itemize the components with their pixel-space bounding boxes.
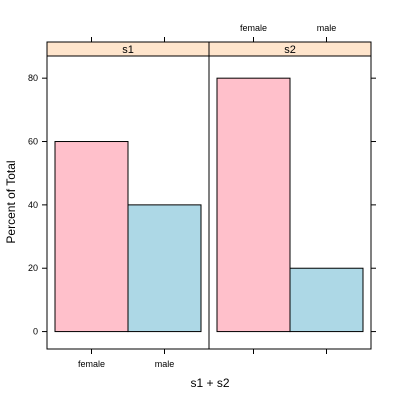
bars — [54, 77, 364, 333]
x-tick-label-male: male — [155, 359, 175, 369]
panel-frames — [46, 55, 372, 350]
x-axis-label: s1 + s2 — [190, 376, 229, 390]
y-tick-label-20: 20 — [28, 263, 38, 273]
strip-label-s1: s1 — [122, 44, 134, 56]
bar-s1-male — [127, 204, 202, 333]
panel-frame-s2 — [208, 55, 372, 350]
panel-strips: s1 s2 — [46, 41, 372, 57]
y-axis-label: Percent of Total — [4, 160, 18, 243]
bar-s2-female — [216, 77, 291, 333]
x-tick-label-female: female — [78, 359, 105, 369]
strip-label-s2: s2 — [284, 44, 296, 56]
x-tick-label-top-male: male — [317, 23, 337, 33]
bar-s1-female — [54, 141, 129, 333]
y-tick-label-40: 40 — [28, 200, 38, 210]
axes: female male female male 0 20 40 60 80 — [28, 23, 376, 369]
x-tick-label-top-female: female — [240, 23, 267, 33]
y-tick-label-60: 60 — [28, 137, 38, 147]
y-tick-label-80: 80 — [28, 73, 38, 83]
y-tick-label-0: 0 — [33, 327, 38, 337]
bar-s2-male — [289, 267, 364, 333]
